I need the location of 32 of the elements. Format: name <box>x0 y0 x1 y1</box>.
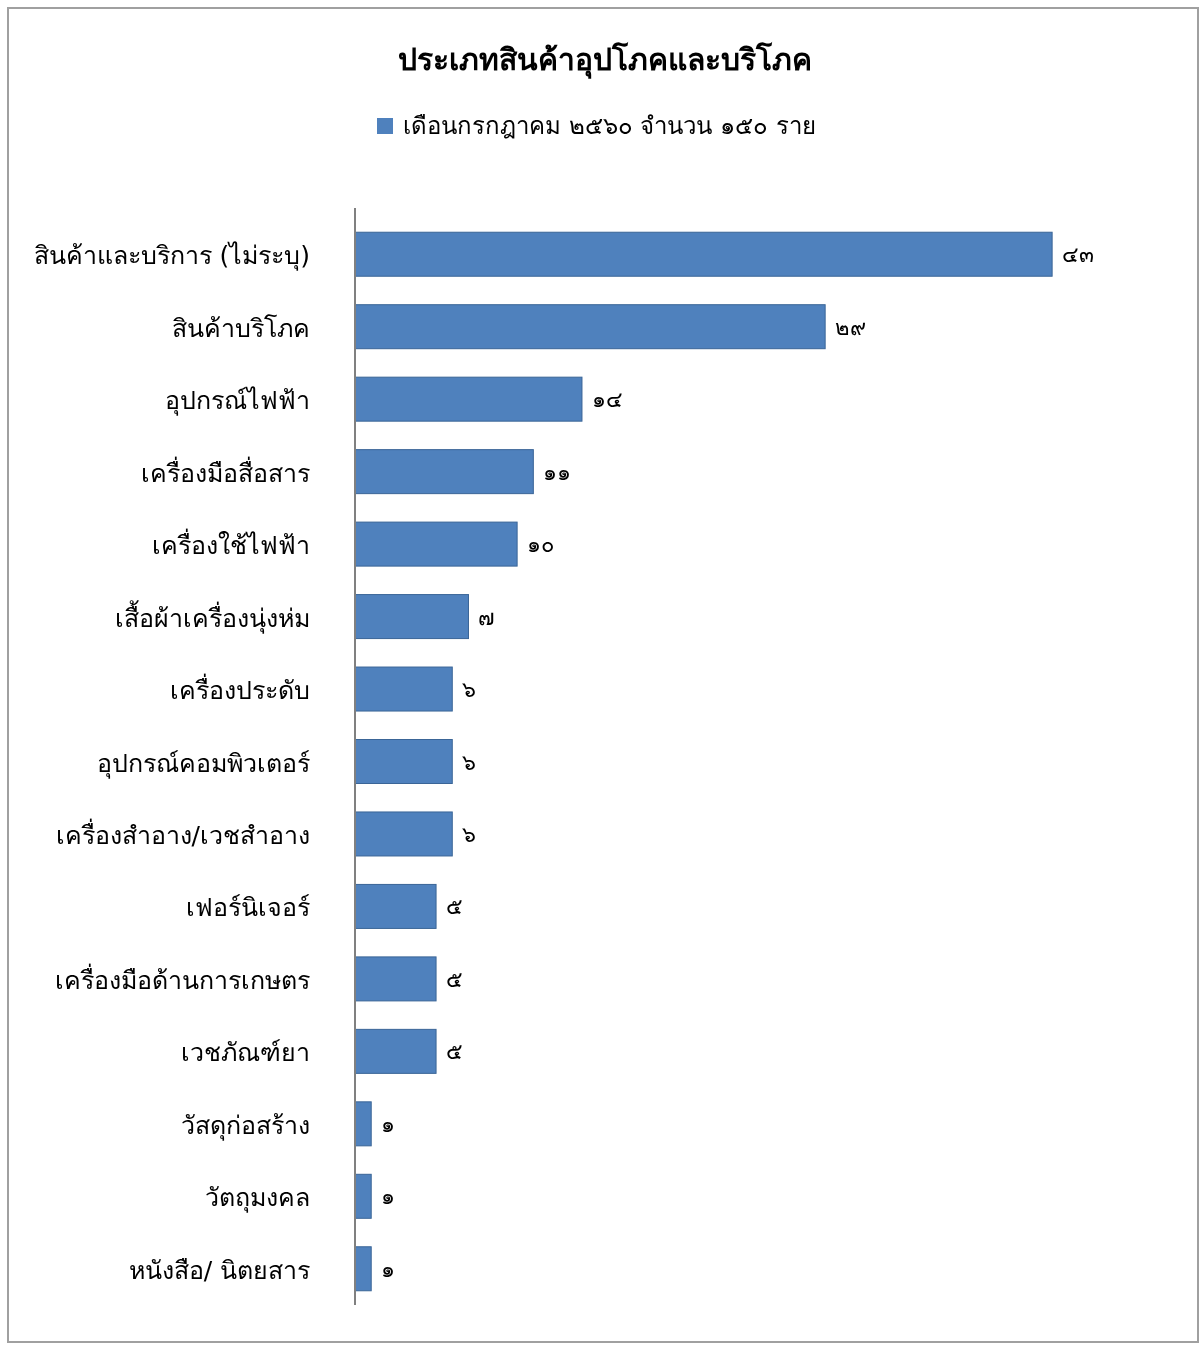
y-tick-label: เครื่องมือสื่อสาร <box>141 455 310 488</box>
y-tick-label: หนังสือ/ นิตยสาร <box>128 1255 310 1285</box>
data-label: ๕ <box>446 894 464 920</box>
data-label: ๑๔ <box>591 387 623 413</box>
y-tick-label: เครื่องประดับ <box>170 673 310 706</box>
y-tick-label: สินค้าบริโภค <box>172 313 310 343</box>
y-tick-label: อุปกรณ์ไฟฟ้า <box>165 386 310 417</box>
y-tick-label: เครื่องใช้ไฟฟ้า <box>152 528 310 561</box>
data-label: ๖ <box>462 749 477 775</box>
data-label: ๑๐ <box>527 532 555 558</box>
data-label: ๖ <box>462 677 477 703</box>
data-label: ๑ <box>381 1111 396 1137</box>
data-label: ๑๑ <box>543 459 572 485</box>
data-label: ๔๓ <box>1062 242 1095 268</box>
chart-title: ประเภทสินค้าอุปโภคและบริโภค <box>398 41 812 79</box>
y-tick-label: เครื่องสำอาง/เวชสำอาง <box>55 817 310 850</box>
legend-label: เดือนกรกฎาคม ๒๕๖๐ จำนวน ๑๕๐ ราย <box>403 112 816 140</box>
data-label: ๕ <box>446 1039 464 1065</box>
y-tick-label: เครื่องมือด้านการเกษตร <box>55 962 310 995</box>
data-label: ๕ <box>446 966 464 992</box>
y-tick-label: เสื้อผ้าเครื่องนุ่งห่ม <box>115 599 310 634</box>
data-label: ๑ <box>381 1256 396 1282</box>
y-tick-label: อุปกรณ์คอมพิวเตอร์ <box>97 748 310 779</box>
y-tick-label: สินค้าและบริการ (ไม่ระบุ) <box>33 241 310 272</box>
y-tick-label: เฟอร์นิเจอร์ <box>186 893 310 923</box>
data-label: ๒๙ <box>835 314 867 340</box>
y-tick-label: เวชภัณฑ์ยา <box>181 1038 310 1068</box>
data-label: ๗ <box>478 604 496 630</box>
data-label: ๖ <box>462 821 477 847</box>
y-tick-label: วัสดุก่อสร้าง <box>181 1110 310 1141</box>
data-label: ๑ <box>381 1184 396 1210</box>
y-tick-label: วัตถุมงคล <box>205 1183 310 1214</box>
